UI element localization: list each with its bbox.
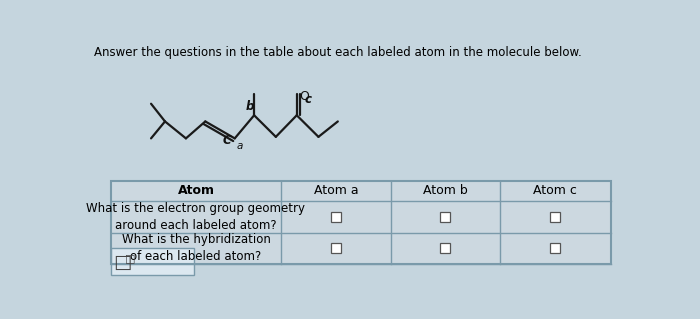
Text: □: □ <box>125 253 135 263</box>
Bar <box>111 248 195 275</box>
Text: b: b <box>246 100 254 113</box>
Text: C: C <box>223 134 231 147</box>
Text: c: c <box>305 93 312 106</box>
Text: What is the electron group geometry
around each labeled atom?: What is the electron group geometry arou… <box>87 202 305 232</box>
Text: □: □ <box>113 253 132 272</box>
Bar <box>111 181 610 264</box>
Text: Answer the questions in the table about each labeled atom in the molecule below.: Answer the questions in the table about … <box>94 46 582 59</box>
Bar <box>331 243 341 254</box>
Text: Atom: Atom <box>178 184 214 197</box>
Text: a: a <box>237 141 243 151</box>
Bar <box>331 212 341 222</box>
Text: Atom a: Atom a <box>314 184 358 197</box>
Bar <box>440 212 450 222</box>
Text: Atom c: Atom c <box>533 184 577 197</box>
Text: Atom b: Atom b <box>423 184 468 197</box>
Text: What is the hybridization
of each labeled atom?: What is the hybridization of each labele… <box>122 234 270 263</box>
Bar <box>111 181 610 264</box>
Bar <box>550 212 560 222</box>
Bar <box>550 243 560 254</box>
Bar <box>440 243 450 254</box>
Text: O: O <box>300 90 309 103</box>
